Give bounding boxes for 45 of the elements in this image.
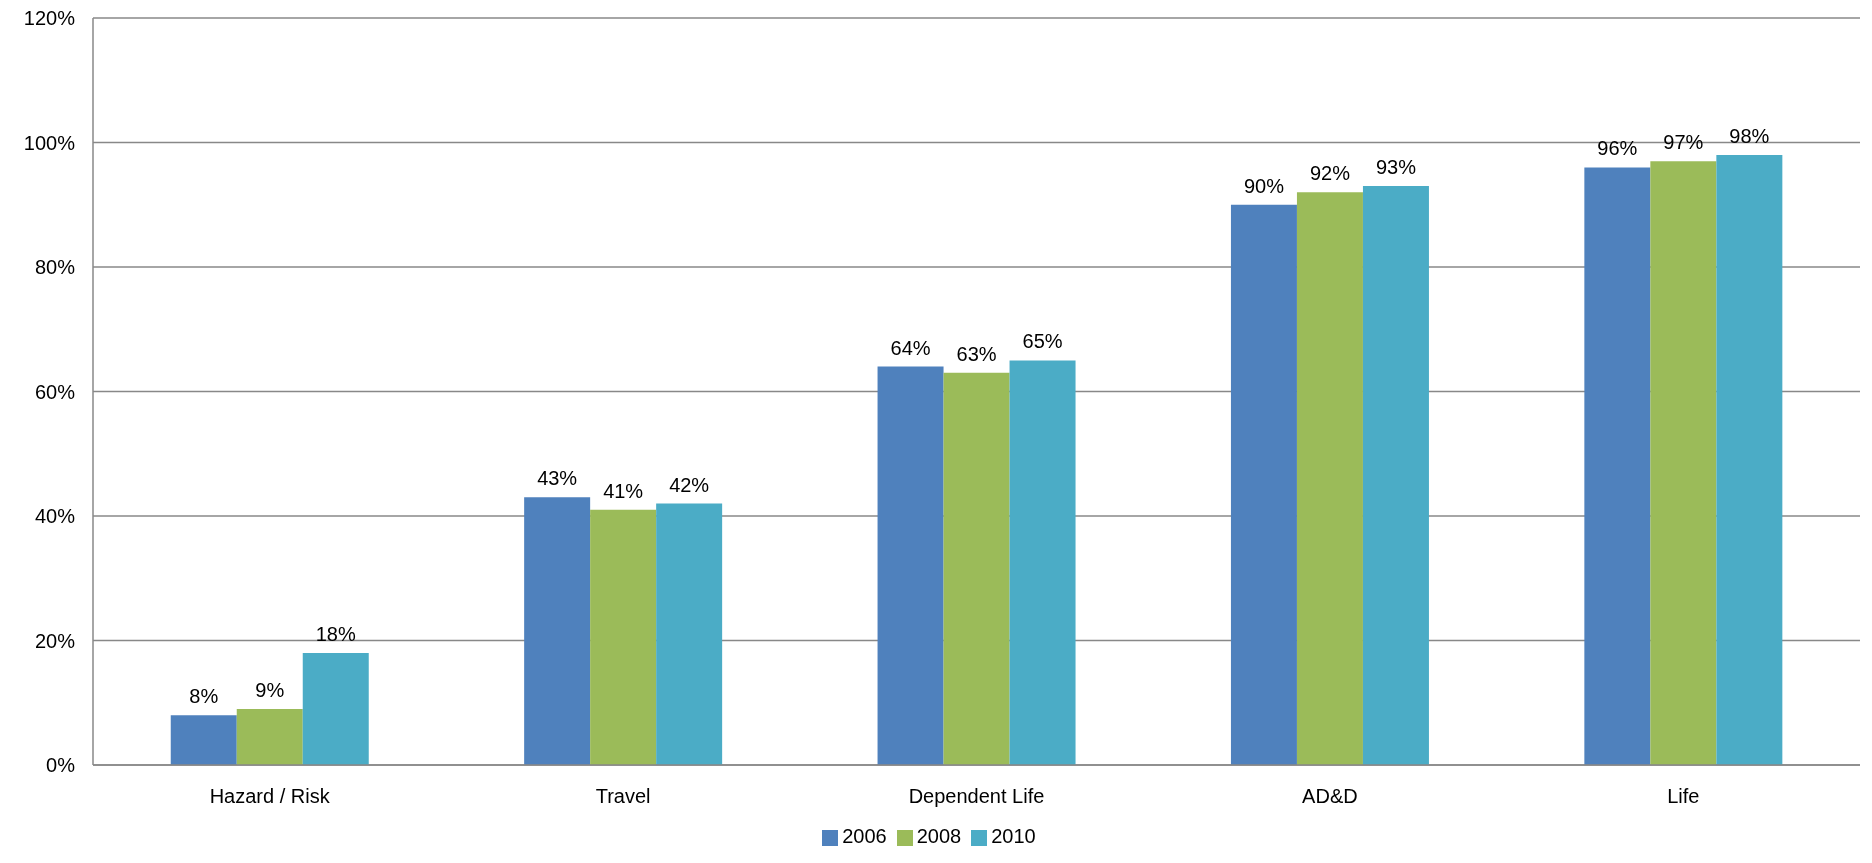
bar bbox=[524, 497, 591, 765]
data-label: 8% bbox=[189, 685, 219, 708]
data-label: 93% bbox=[1375, 156, 1417, 179]
bar bbox=[1584, 167, 1651, 765]
x-tick-label: Life bbox=[1667, 785, 1700, 808]
y-tick-label: 40% bbox=[34, 505, 76, 528]
bar bbox=[170, 715, 237, 765]
y-tick-label: 80% bbox=[34, 256, 76, 279]
legend-label: 2008 bbox=[916, 825, 962, 847]
y-tick-label: 0% bbox=[46, 754, 76, 777]
data-label: 64% bbox=[890, 336, 931, 359]
data-label: 63% bbox=[956, 342, 997, 365]
data-label: 90% bbox=[1243, 174, 1285, 197]
data-label: 96% bbox=[1597, 137, 1638, 160]
bar bbox=[236, 708, 303, 765]
y-tick-label: 120% bbox=[23, 7, 76, 30]
data-label: 65% bbox=[1022, 330, 1063, 353]
bar bbox=[1296, 192, 1363, 765]
y-tick-label: 20% bbox=[34, 629, 76, 652]
data-label: 9% bbox=[255, 678, 285, 701]
data-label: 97% bbox=[1663, 131, 1704, 154]
data-label: 18% bbox=[315, 622, 356, 645]
bar bbox=[1230, 204, 1297, 765]
data-label: 98% bbox=[1729, 124, 1770, 147]
bar bbox=[1716, 154, 1783, 765]
x-tick-label: AD&D bbox=[1302, 785, 1358, 808]
bar bbox=[590, 509, 657, 765]
data-label: 41% bbox=[603, 479, 644, 502]
y-tick-label: 60% bbox=[34, 380, 76, 403]
y-tick-label: 100% bbox=[23, 131, 76, 154]
x-tick-label: Dependent Life bbox=[908, 785, 1045, 808]
bar bbox=[1650, 161, 1717, 765]
data-label: 42% bbox=[669, 473, 710, 496]
legend-label: 2010 bbox=[991, 825, 1036, 847]
data-label: 92% bbox=[1309, 162, 1351, 185]
bar bbox=[656, 503, 723, 765]
data-label: 43% bbox=[537, 467, 578, 490]
bar bbox=[877, 366, 944, 765]
bar bbox=[302, 652, 369, 765]
x-tick-label: Travel bbox=[595, 785, 651, 808]
bar bbox=[1009, 360, 1076, 765]
bar bbox=[1362, 186, 1429, 765]
legend-label: 2006 bbox=[842, 825, 887, 847]
x-tick-label: Hazard / Risk bbox=[209, 785, 331, 808]
bar bbox=[943, 372, 1010, 765]
